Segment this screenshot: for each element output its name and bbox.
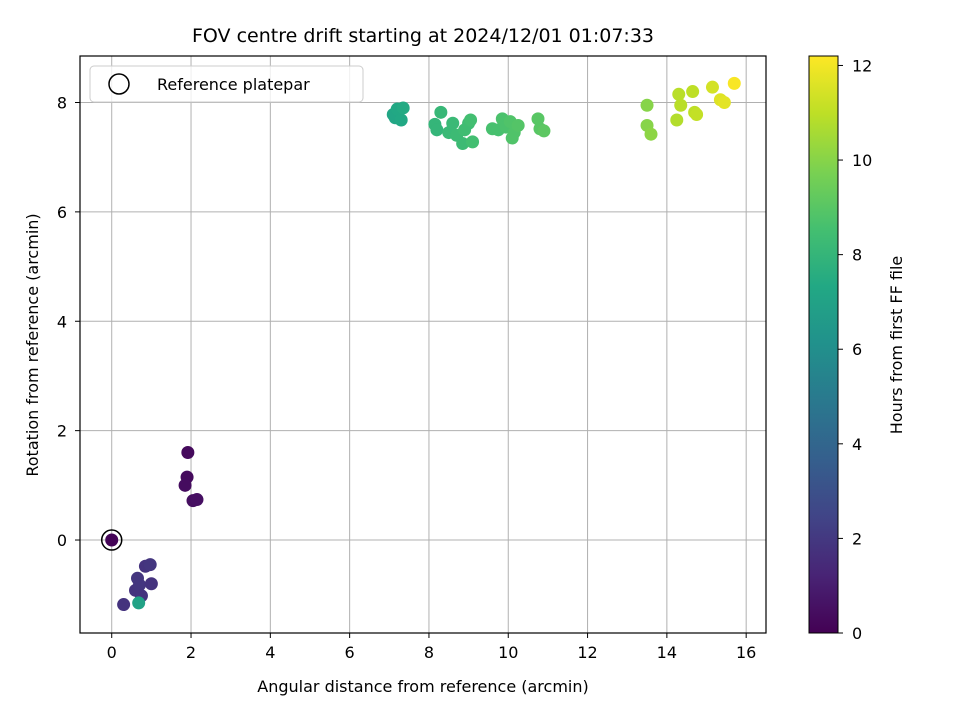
y-tick-label: 4 — [57, 312, 67, 331]
data-point — [717, 95, 731, 109]
data-point — [531, 112, 545, 126]
y-tick-label: 2 — [57, 422, 67, 441]
legend-reference-marker — [108, 73, 130, 95]
colorbar-tick-label: 0 — [852, 624, 862, 643]
x-tick-label: 12 — [577, 643, 597, 662]
x-tick-label: 14 — [657, 643, 677, 662]
data-point — [144, 577, 158, 591]
data-point — [690, 108, 704, 122]
data-point — [674, 98, 688, 112]
data-point — [686, 85, 700, 99]
x-tick-label: 8 — [424, 643, 434, 662]
colorbar-tick-label: 4 — [852, 435, 862, 454]
y-tick-label: 8 — [57, 93, 67, 112]
plot-frame — [79, 55, 767, 634]
reference-marker — [100, 529, 123, 551]
colorbar-tick-label: 12 — [852, 56, 872, 75]
data-point — [178, 478, 192, 492]
colorbar-gradient — [808, 55, 839, 634]
data-point — [434, 105, 448, 119]
data-point — [190, 493, 204, 507]
x-tick-label: 6 — [345, 643, 355, 662]
colorbar: 0 2 4 6 8 10 12 Hours from first FF file — [808, 55, 906, 643]
x-tick-label: 4 — [265, 643, 275, 662]
colorbar-ticks: 0 2 4 6 8 10 12 — [838, 56, 872, 643]
data-point — [511, 118, 525, 132]
y-tick-label: 0 — [57, 531, 67, 550]
data-point — [537, 124, 551, 138]
colorbar-tick-label: 2 — [852, 529, 862, 548]
reference-point-marker — [100, 529, 123, 551]
data-point — [143, 558, 157, 572]
data-point — [394, 113, 408, 127]
x-axis-label: Angular distance from reference (arcmin) — [257, 677, 588, 696]
x-tick-label: 10 — [498, 643, 518, 662]
data-point — [105, 533, 119, 547]
legend: Reference platepar — [89, 65, 364, 103]
data-point — [464, 113, 478, 127]
x-axis-ticks: 0 2 4 6 8 10 12 14 16 — [107, 633, 756, 662]
colorbar-tick-label: 6 — [852, 340, 862, 359]
data-point — [727, 76, 741, 90]
data-point — [466, 135, 480, 149]
data-point — [672, 87, 686, 101]
grid-lines — [80, 56, 766, 633]
x-tick-label: 16 — [736, 643, 756, 662]
x-tick-label: 2 — [186, 643, 196, 662]
chart-title: FOV centre drift starting at 2024/12/01 … — [192, 25, 654, 47]
data-point — [640, 98, 654, 112]
data-point — [705, 80, 719, 94]
colorbar-tick-label: 10 — [852, 151, 872, 170]
data-point — [456, 137, 470, 151]
data-point — [430, 123, 444, 137]
data-point — [670, 113, 684, 127]
colorbar-tick-label: 8 — [852, 246, 862, 265]
y-axis-label: Rotation from reference (arcmin) — [23, 213, 42, 476]
y-axis-ticks: 0 2 4 6 8 — [57, 93, 80, 550]
data-point — [117, 598, 131, 612]
y-tick-label: 6 — [57, 203, 67, 222]
data-point — [446, 116, 460, 130]
legend-label: Reference platepar — [157, 75, 310, 94]
legend-box — [89, 65, 364, 103]
x-tick-label: 0 — [107, 643, 117, 662]
data-point — [181, 446, 195, 460]
colorbar-label: Hours from first FF file — [887, 256, 906, 435]
data-points — [105, 76, 741, 612]
data-point — [132, 596, 146, 610]
data-point — [644, 127, 658, 141]
data-point — [132, 578, 146, 592]
data-point — [396, 101, 410, 115]
